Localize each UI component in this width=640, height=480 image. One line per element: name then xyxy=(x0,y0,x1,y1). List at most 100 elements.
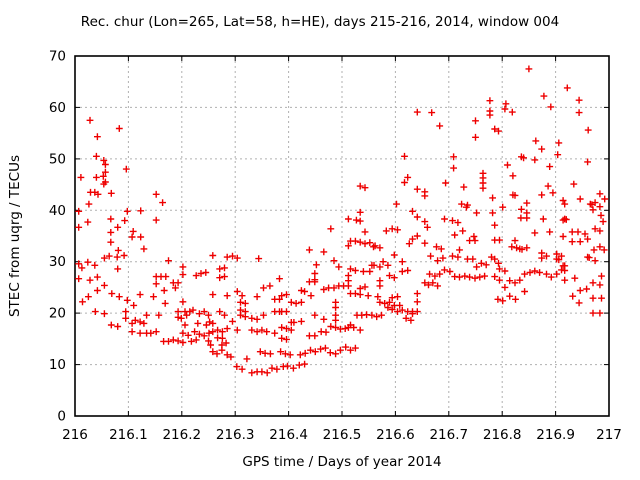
data-point-marker xyxy=(248,326,256,334)
data-point-marker xyxy=(169,336,177,344)
data-point-marker xyxy=(165,338,172,345)
x-tick-label: 216.4 xyxy=(269,427,308,443)
data-point-marker xyxy=(574,228,582,236)
data-point-marker xyxy=(555,139,563,147)
data-point-marker xyxy=(394,308,401,315)
data-point-marker xyxy=(152,190,160,198)
data-point-marker xyxy=(502,100,510,108)
data-point-marker xyxy=(114,323,122,330)
data-point-marker xyxy=(393,200,400,208)
data-point-marker xyxy=(241,300,249,307)
data-point-marker xyxy=(376,244,384,252)
data-point-marker xyxy=(128,320,136,327)
data-point-marker xyxy=(162,273,170,280)
data-point-marker xyxy=(219,328,226,336)
data-point-marker xyxy=(320,315,328,323)
data-point-marker xyxy=(155,311,163,319)
data-point-marker xyxy=(84,258,92,266)
data-point-marker xyxy=(205,337,212,345)
data-point-marker xyxy=(322,344,329,352)
data-point-marker xyxy=(298,298,305,306)
data-point-marker xyxy=(179,271,187,278)
data-point-marker xyxy=(186,308,194,315)
data-point-marker xyxy=(379,258,387,266)
data-point-marker xyxy=(491,221,499,229)
data-point-marker xyxy=(330,257,338,265)
data-point-marker xyxy=(107,189,115,197)
data-point-marker xyxy=(495,259,502,267)
data-point-marker xyxy=(345,215,352,223)
data-point-marker xyxy=(518,205,525,213)
data-point-marker xyxy=(128,328,136,336)
data-point-marker xyxy=(512,295,519,303)
data-point-marker xyxy=(221,311,228,319)
data-point-marker xyxy=(388,225,396,233)
data-point-marker xyxy=(114,265,122,273)
data-point-marker xyxy=(451,231,459,239)
data-point-marker xyxy=(197,270,205,277)
data-point-marker xyxy=(521,288,528,295)
data-point-marker xyxy=(287,298,295,306)
data-point-marker xyxy=(352,237,359,245)
data-point-marker xyxy=(388,306,396,313)
data-point-marker xyxy=(332,304,339,311)
data-point-marker xyxy=(491,125,499,133)
x-tick-label: 216.3 xyxy=(216,427,255,443)
data-point-marker xyxy=(536,269,543,276)
y-tick-label: 60 xyxy=(49,100,66,116)
data-point-marker xyxy=(381,300,389,307)
data-point-marker xyxy=(499,203,507,211)
data-point-marker xyxy=(152,216,160,224)
data-point-marker xyxy=(320,248,328,256)
data-point-marker xyxy=(101,254,108,262)
y-tick-label: 50 xyxy=(49,151,66,167)
tick-labels: 216 216.1 216.2 216.3 216.4 216.5 216.6 216.7 21… xyxy=(49,49,622,444)
data-point-marker xyxy=(506,277,514,285)
data-point-marker xyxy=(596,309,604,317)
data-point-marker xyxy=(356,217,364,225)
data-point-marker xyxy=(152,280,160,288)
data-point-marker xyxy=(130,302,138,309)
x-axis-label: GPS time / Days of year 2014 xyxy=(242,454,442,470)
data-point-marker xyxy=(143,311,150,319)
data-point-marker xyxy=(384,261,392,269)
data-point-marker xyxy=(450,153,457,161)
data-point-marker xyxy=(181,321,189,329)
data-point-marker xyxy=(596,281,604,289)
data-point-marker xyxy=(311,278,319,286)
data-point-marker xyxy=(75,260,83,268)
data-point-marker xyxy=(555,256,563,264)
data-point-marker xyxy=(192,336,200,344)
data-point-marker xyxy=(460,183,468,191)
data-point-marker xyxy=(223,351,231,359)
data-point-marker xyxy=(576,195,584,203)
data-point-marker xyxy=(122,165,130,173)
data-point-marker xyxy=(301,360,308,368)
data-point-marker xyxy=(356,208,364,216)
data-point-marker xyxy=(223,325,231,332)
data-point-marker xyxy=(311,270,319,277)
data-point-marker xyxy=(600,246,608,254)
data-point-marker xyxy=(108,290,116,297)
data-point-marker xyxy=(501,284,509,291)
data-point-marker xyxy=(596,203,604,211)
data-point-marker xyxy=(386,298,393,306)
data-point-marker xyxy=(332,316,339,324)
data-point-marker xyxy=(518,246,526,253)
data-point-marker xyxy=(191,328,198,336)
data-point-marker xyxy=(200,332,208,340)
data-point-marker xyxy=(516,276,524,284)
data-point-marker xyxy=(345,282,352,290)
data-point-marker xyxy=(258,326,266,334)
data-point-marker xyxy=(482,261,490,269)
data-point-marker xyxy=(86,276,94,284)
data-point-marker xyxy=(479,184,487,192)
data-point-marker xyxy=(267,350,274,358)
data-point-marker xyxy=(353,216,360,224)
data-point-marker xyxy=(100,180,108,188)
data-point-marker xyxy=(376,263,384,271)
data-point-marker xyxy=(546,228,554,236)
data-point-marker xyxy=(517,214,525,222)
data-point-marker xyxy=(123,207,131,215)
data-point-marker xyxy=(458,200,465,208)
